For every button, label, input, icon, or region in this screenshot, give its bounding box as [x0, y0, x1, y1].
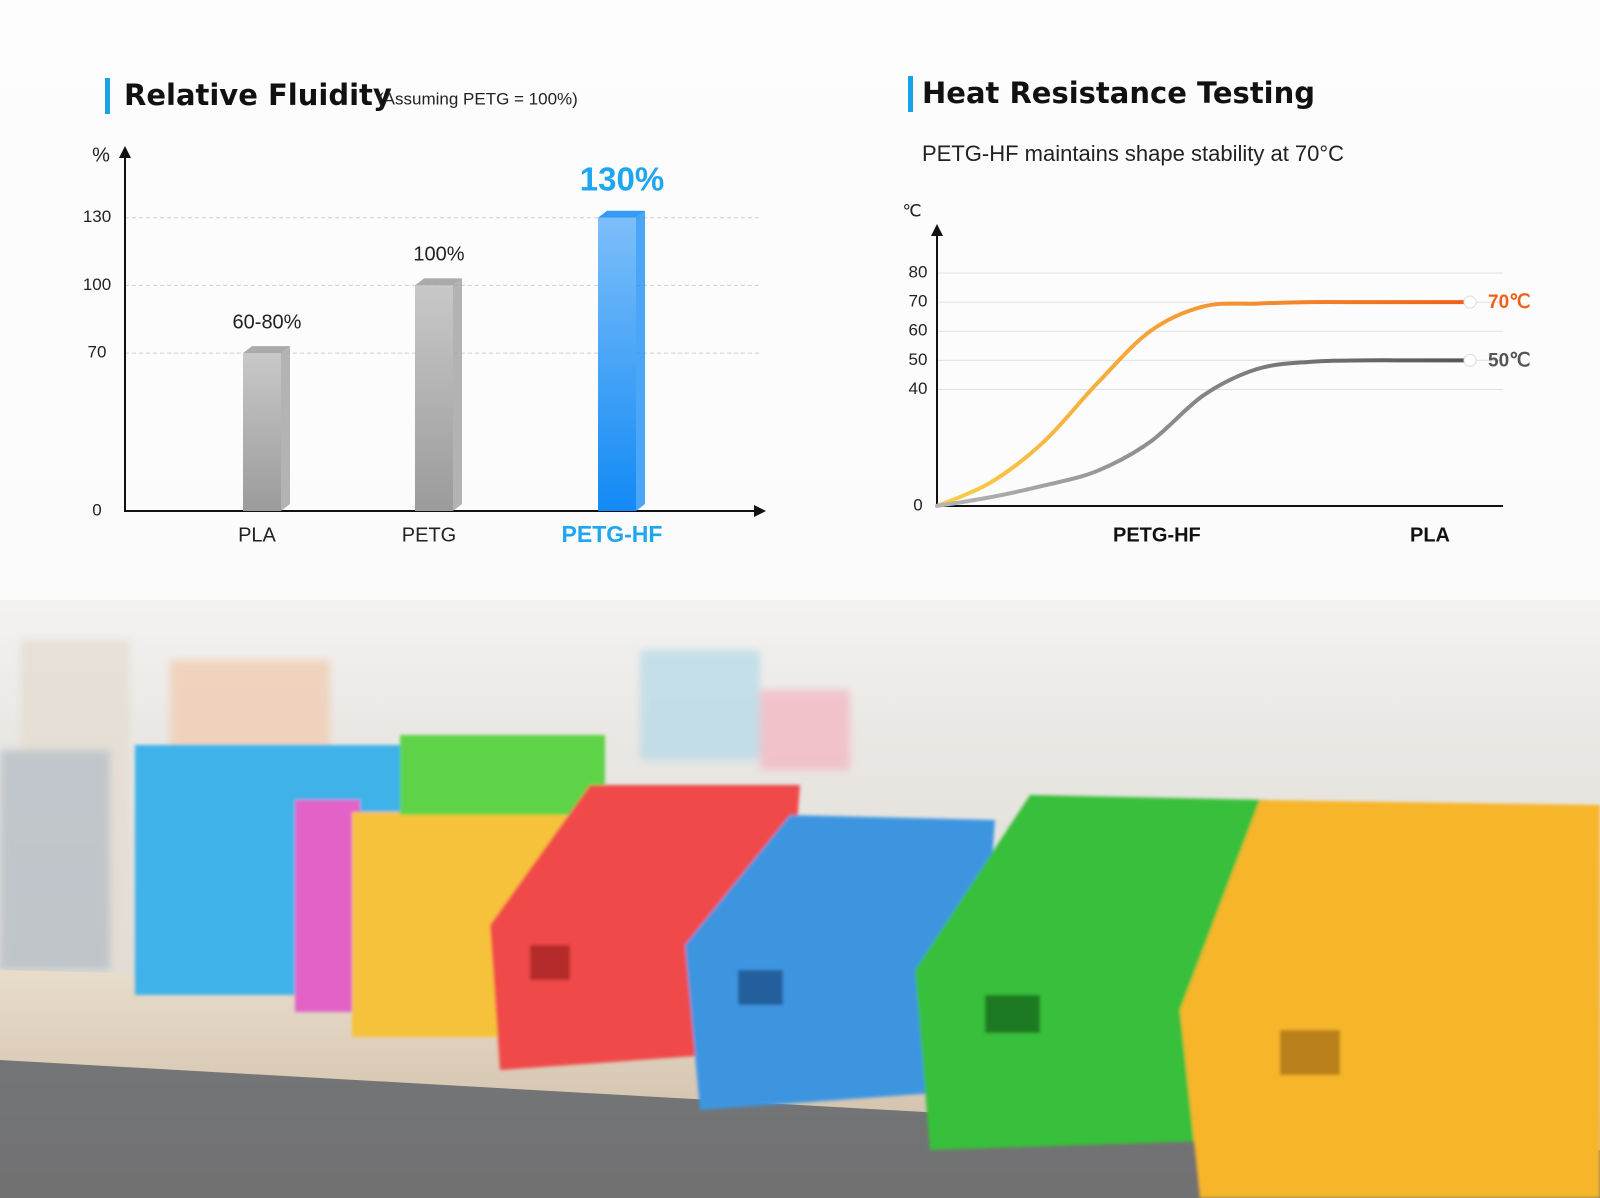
y-tick-label: 70 — [909, 292, 928, 311]
y-tick-label: 70 — [88, 343, 107, 362]
chart-subtitle: PETG-HF maintains shape stability at 70°… — [922, 141, 1344, 166]
line — [935, 300, 1472, 508]
chart-title: Heat Resistance Testing — [922, 76, 1315, 110]
end-point — [1463, 353, 1477, 367]
value-label: 60-80% — [233, 311, 302, 333]
y-tick-label: 130 — [83, 207, 111, 226]
axis-arrow — [119, 146, 131, 158]
bar-shine — [243, 353, 281, 511]
chart-title: Relative Fluidity — [124, 78, 392, 112]
x-tick-label: PLA — [238, 524, 276, 546]
y-tick-label: 50 — [909, 350, 928, 369]
end-label: 70℃ — [1488, 292, 1530, 313]
bar-side — [281, 346, 290, 511]
x-tick-label: PETG-HF — [562, 521, 663, 547]
title-accent — [908, 76, 913, 112]
y-tick-label: 100 — [83, 275, 111, 294]
bar-top — [243, 346, 290, 354]
y-axis-label: % — [92, 144, 110, 166]
axis-arrow — [931, 224, 943, 236]
y-tick-label: 60 — [909, 321, 928, 340]
value-label: 100% — [413, 244, 464, 266]
end-point — [1463, 295, 1477, 309]
y-tick-label: 80 — [909, 262, 928, 281]
chart-subtitle: (Assuming PETG = 100%) — [378, 89, 578, 108]
y-tick-label: 0 — [913, 495, 922, 514]
title-accent — [105, 78, 110, 114]
bar-shine — [415, 285, 453, 511]
legend-label: PLA — [1410, 524, 1450, 546]
axis-arrow — [754, 505, 766, 517]
value-label: 130% — [580, 160, 664, 197]
bar-side — [636, 210, 645, 511]
y-tick-label: 0 — [92, 500, 101, 519]
bar-side — [453, 278, 462, 511]
bar-shine — [598, 217, 636, 511]
y-tick-label: 40 — [909, 379, 928, 398]
x-tick-label: PETG — [402, 524, 456, 546]
bar-top — [415, 278, 462, 286]
y-axis-label: ℃ — [902, 201, 921, 220]
line — [935, 358, 1472, 508]
bar-top — [598, 210, 645, 218]
legend-label: PETG-HF — [1113, 524, 1201, 546]
end-label: 50℃ — [1488, 350, 1530, 371]
